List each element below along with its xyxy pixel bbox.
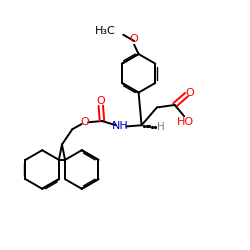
Text: H₃C: H₃C	[95, 26, 116, 36]
Text: H: H	[158, 122, 165, 132]
Text: NH: NH	[112, 122, 129, 132]
Text: O: O	[130, 34, 138, 44]
Text: HO: HO	[176, 116, 194, 126]
Text: O: O	[96, 96, 105, 106]
Text: O: O	[80, 117, 89, 127]
Text: O: O	[186, 88, 194, 98]
